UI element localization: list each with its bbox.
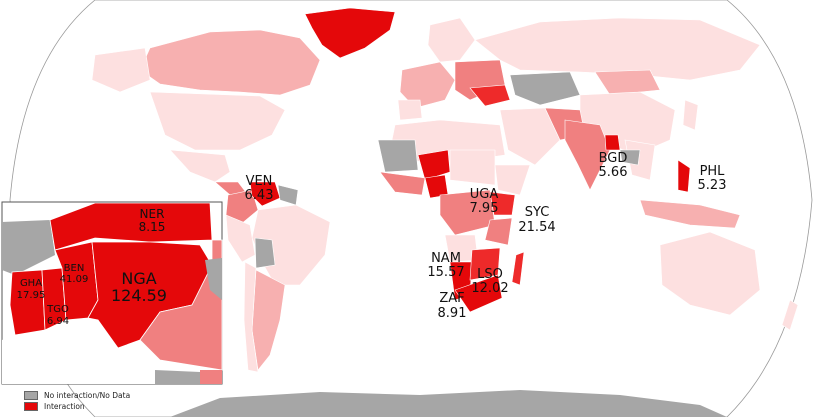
inset-ben-code: BEN xyxy=(64,263,85,274)
inset-ben-value: 41.09 xyxy=(60,274,89,285)
central-africa xyxy=(439,189,496,236)
inset-nga-code: NGA xyxy=(121,269,156,288)
ukraine xyxy=(469,84,511,107)
ethiopia xyxy=(494,164,531,196)
label-ven-code: VEN xyxy=(246,174,273,189)
mongolia xyxy=(594,69,661,96)
middle-east xyxy=(499,107,561,166)
indonesia xyxy=(639,199,741,229)
australia xyxy=(659,231,761,316)
label-phl-value: 5.23 xyxy=(698,178,727,193)
south-america xyxy=(225,181,331,373)
label-syc-code: SYC xyxy=(525,205,550,220)
label-uga-code: UGA xyxy=(470,187,499,202)
japan xyxy=(682,99,699,131)
label-phl-code: PHL xyxy=(700,164,726,179)
inset-west-africa: NER 8.15 BEN 41.09 GHA 17.95 TGO 6.94 NG… xyxy=(1,201,223,385)
oceania xyxy=(659,231,799,331)
greenland xyxy=(304,7,396,59)
inset-nga-value: 124.59 xyxy=(111,286,167,305)
label-ven-value: 6.43 xyxy=(245,188,274,203)
tanzania xyxy=(484,217,513,246)
colombia xyxy=(225,189,259,226)
label-bgd-code: BGD xyxy=(599,151,628,166)
bangladesh xyxy=(604,134,621,151)
country-labels: VEN 6.43 BGD 5.66 PHL 5.23 UGA 7.95 SYC … xyxy=(245,151,727,321)
label-syc-value: 21.54 xyxy=(518,220,555,235)
label-zaf-code: ZAF xyxy=(439,291,464,306)
madagascar xyxy=(511,251,525,286)
north-america xyxy=(91,7,396,196)
inset-ner-value: 8.15 xyxy=(139,220,166,234)
label-nam-code: NAM xyxy=(431,251,461,266)
usa xyxy=(149,91,286,151)
bolivia xyxy=(254,237,276,269)
inset-ner-code: NER xyxy=(140,207,165,221)
alaska xyxy=(91,47,151,93)
label-bgd-value: 5.66 xyxy=(599,165,628,180)
inset-niger xyxy=(49,202,213,251)
sudan-chad xyxy=(449,149,496,186)
kazakhstan xyxy=(509,71,581,106)
legend-swatch-no-data xyxy=(24,391,38,400)
inset-gha-value: 17.95 xyxy=(17,290,46,301)
legend: No interaction/No Data Interaction xyxy=(24,390,130,412)
label-lso-code: LSO xyxy=(477,267,503,282)
west-africa xyxy=(379,171,426,196)
mexico xyxy=(169,149,231,183)
legend-row-no-data: No interaction/No Data xyxy=(24,390,130,401)
chile xyxy=(243,261,259,373)
iberia xyxy=(397,99,423,121)
legend-swatch-interaction xyxy=(24,402,38,411)
inset-grey-west xyxy=(2,220,55,275)
inset-grey-east xyxy=(205,258,222,300)
legend-label-no-data: No interaction/No Data xyxy=(44,391,131,400)
inset-grey-bottom xyxy=(155,370,200,384)
inset-tgo-value: 6.94 xyxy=(47,316,69,327)
legend-row-interaction: Interaction xyxy=(24,401,130,412)
india xyxy=(564,119,611,191)
legend-label-interaction: Interaction xyxy=(44,402,85,411)
label-lso-value: 12.02 xyxy=(471,281,508,296)
asia xyxy=(474,17,761,229)
europe xyxy=(397,17,511,121)
sahel-grey xyxy=(377,139,419,173)
antarctica xyxy=(170,390,727,417)
inset-tgo-code: TGO xyxy=(46,304,69,315)
western-europe xyxy=(399,61,456,109)
inset-gha-code: GHA xyxy=(20,278,42,289)
label-nam-value: 15.57 xyxy=(427,265,464,280)
label-uga-value: 7.95 xyxy=(470,201,499,216)
myanmar-laos xyxy=(619,149,641,166)
uganda-kenya xyxy=(489,191,516,216)
africa xyxy=(377,119,531,313)
russia xyxy=(474,17,761,81)
inset-pink-bottom xyxy=(200,370,222,384)
canada xyxy=(139,29,321,96)
new-zealand xyxy=(781,299,799,331)
philippines xyxy=(677,159,691,193)
peru xyxy=(225,214,256,263)
venezuela xyxy=(249,181,281,207)
inset-grey-south xyxy=(2,335,160,384)
inset-ghana xyxy=(9,269,46,336)
south-africa xyxy=(454,274,503,313)
scandinavia xyxy=(427,17,476,63)
label-zaf-value: 8.91 xyxy=(438,306,467,321)
